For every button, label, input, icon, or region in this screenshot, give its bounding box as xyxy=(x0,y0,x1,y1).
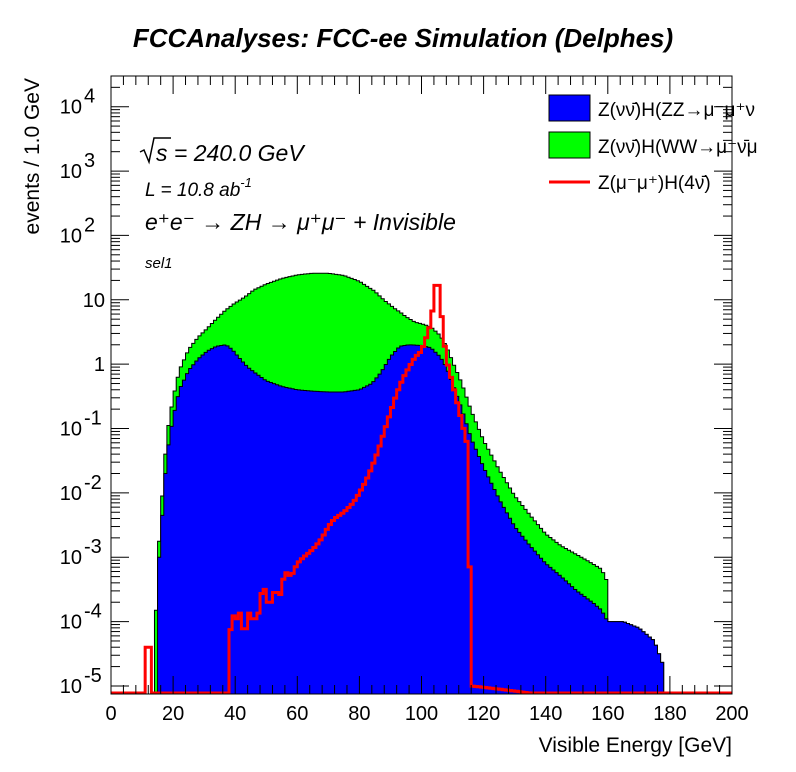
signal-series xyxy=(111,283,732,694)
y-tick-label: 10 xyxy=(60,676,82,698)
y-tick-exponent: 3 xyxy=(84,150,95,172)
legend-swatch-ww xyxy=(548,131,591,159)
annotation-selection: sel1 xyxy=(145,255,173,272)
y-tick-label: 10 xyxy=(60,547,82,569)
y-tick-label: 10 xyxy=(83,290,105,312)
y-tick-exponent: 4 xyxy=(84,86,95,108)
lumi-exponent: -1 xyxy=(240,175,252,190)
zz-histogram xyxy=(157,344,665,694)
signal-histogram xyxy=(111,283,732,694)
zz-series xyxy=(157,344,665,694)
legend: Z(νν̄)H(ZZ→μ⁻μ⁺ν Z(νν̄)H(WW→μ⁻ν̄μ Z(μ⁻μ⁺… xyxy=(548,94,758,194)
chart-title: FCCAnalyses: FCC-ee Simulation (Delphes) xyxy=(133,23,673,53)
x-tick-label: 100 xyxy=(405,703,438,725)
annotation-lumi: L = 10.8 ab-1 xyxy=(145,175,252,201)
y-tick-label: 10 xyxy=(60,483,82,505)
sqrt-symbol xyxy=(139,137,171,165)
x-tick-label: 80 xyxy=(348,703,370,725)
y-tick-label: 10 xyxy=(60,97,82,119)
x-tick-label: 160 xyxy=(591,703,624,725)
legend-swatch-zz xyxy=(548,94,591,122)
y-tick-exponent: -1 xyxy=(84,408,102,430)
x-tick-label: 60 xyxy=(286,703,308,725)
y-tick-label: 10 xyxy=(60,225,82,247)
annotation-process: e⁺e⁻ → ZH → μ⁺μ⁻ + Invisible xyxy=(145,209,456,235)
sqrt-s-text: s = 240.0 GeV xyxy=(156,140,306,166)
y-tick-label: 10 xyxy=(60,161,82,183)
x-tick-label: 200 xyxy=(715,703,748,725)
y-tick-label: 1 xyxy=(94,354,105,376)
y-tick-label: 10 xyxy=(60,612,82,634)
legend-label-ww: Z(νν̄)H(WW→μ⁻ν̄μ xyxy=(598,137,758,158)
y-tick-exponent: -3 xyxy=(84,536,102,558)
x-axis: 0 20 40 60 80 100 120 140 160 180 200 xyxy=(105,76,749,725)
y-tick-exponent: -5 xyxy=(84,665,102,687)
legend-label-signal: Z(μ⁻μ⁺)H(4ν̄) xyxy=(598,173,711,194)
y-tick-exponent: -2 xyxy=(84,472,102,494)
x-tick-label: 120 xyxy=(467,703,500,725)
y-tick-label: 10 xyxy=(60,419,82,441)
x-tick-label: 0 xyxy=(105,703,116,725)
x-tick-label: 180 xyxy=(653,703,686,725)
lumi-text: L = 10.8 ab xyxy=(145,180,240,201)
annotation-sqrt-s: s = 240.0 GeV xyxy=(139,137,306,166)
x-tick-label: 40 xyxy=(224,703,246,725)
y-tick-exponent: -4 xyxy=(84,601,102,623)
y-tick-exponent: 2 xyxy=(84,214,95,236)
y-axis-title: events / 1.0 GeV xyxy=(21,78,44,234)
x-tick-label: 20 xyxy=(162,703,184,725)
legend-label-zz: Z(νν̄)H(ZZ→μ⁻μ⁺ν xyxy=(598,100,755,121)
x-tick-label: 140 xyxy=(529,703,562,725)
x-axis-title: Visible Energy [GeV] xyxy=(539,734,732,757)
